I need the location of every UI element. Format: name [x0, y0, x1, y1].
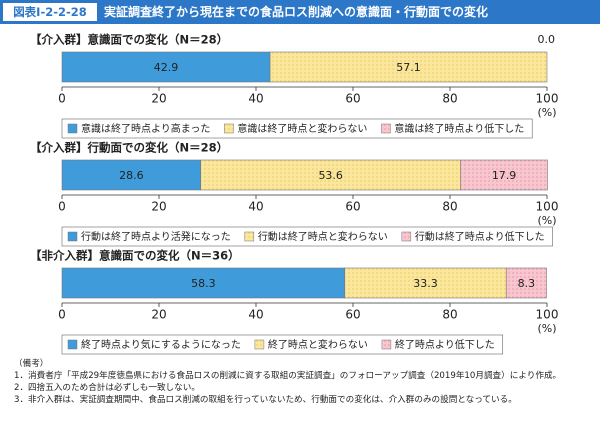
- x-tick-label: 0: [58, 92, 66, 106]
- bar-segment: [460, 159, 548, 191]
- legend: 意識は終了時点より高まった 意識は終了時点と変わらない 意識は終了時点より低下した: [61, 118, 533, 139]
- x-tick-label: 20: [151, 308, 166, 322]
- x-axis-label: (%): [537, 322, 556, 335]
- legend-label: 意識は終了時点より高まった: [81, 122, 210, 135]
- x-tick-label: 20: [151, 92, 166, 106]
- value-label: 58.3: [191, 277, 216, 290]
- x-tick-label: 60: [345, 200, 360, 214]
- x-tick-label: 40: [248, 200, 263, 214]
- legend-box: [61, 226, 553, 247]
- bar-segment: [269, 51, 548, 83]
- x-tick-label: 0: [58, 200, 66, 214]
- bar-segment: [505, 267, 547, 299]
- legend-label: 行動は終了時点より活発になった: [81, 230, 231, 243]
- x-tick-label: 40: [248, 308, 263, 322]
- legend-box: [61, 334, 504, 355]
- notes-label: （備考）: [14, 359, 49, 369]
- header-title: 実証調査終了から現在までの食品ロス削減への意識面・行動面での変化: [104, 4, 488, 19]
- legend-label: 意識は終了時点より低下した: [394, 122, 524, 135]
- chart-subtitle: 【介入群】意識面での変化（N＝28）: [30, 33, 228, 47]
- x-axis-label: (%): [537, 106, 556, 119]
- value-label: 17.9: [492, 169, 517, 182]
- value-label: 33.3: [413, 277, 438, 290]
- bar-segment: [61, 51, 271, 83]
- x-tick-label: 80: [442, 200, 457, 214]
- legend-swatch: [67, 231, 78, 242]
- value-label: 53.6: [318, 169, 343, 182]
- legend-label: 終了時点より気にするようになった: [81, 338, 241, 351]
- x-tick-label: 20: [151, 200, 166, 214]
- chart-subtitle: 【介入群】行動面での変化（N＝28）: [30, 141, 228, 155]
- header-label: 図表Ⅰ-2-2-28: [13, 5, 87, 19]
- legend-label: 行動は終了時点より低下した: [415, 230, 545, 243]
- bar-segment: [61, 267, 346, 299]
- bar-segment: [200, 159, 461, 191]
- legend-label: 意識は終了時点と変わらない: [237, 122, 367, 135]
- x-tick-label: 80: [442, 92, 457, 106]
- legend-swatch: [224, 123, 234, 134]
- x-tick-label: 100: [536, 200, 559, 214]
- legend-swatch: [67, 339, 78, 350]
- notes: （備考） 1．消費者庁「平成29年度徳島県における食品ロスの削減に資する取組の実…: [14, 358, 589, 406]
- x-tick-label: 100: [536, 92, 559, 106]
- x-axis-label: (%): [537, 214, 556, 227]
- legend-swatch: [401, 231, 412, 242]
- x-tick-label: 80: [442, 308, 457, 322]
- legend-swatch: [381, 339, 392, 350]
- legend-box: [61, 118, 533, 139]
- x-tick-label: 0: [58, 308, 66, 322]
- legend: 終了時点より気にするようになった 終了時点と変わらない 終了時点より低下した: [61, 334, 504, 355]
- x-tick-label: 100: [536, 308, 559, 322]
- bar-segment: [61, 159, 202, 191]
- legend-swatch: [381, 123, 391, 134]
- chart: 図表Ⅰ-2-2-28 実証調査終了から現在までの食品ロス削減への意識面・行動面で…: [0, 0, 600, 355]
- legend-swatch: [244, 231, 255, 242]
- legend-swatch: [67, 123, 78, 134]
- legend-label: 終了時点と変わらない: [268, 338, 368, 351]
- x-tick-label: 60: [345, 308, 360, 322]
- value-label: 57.1: [396, 61, 421, 74]
- legend: 行動は終了時点より活発になった 行動は終了時点と変わらない 行動は終了時点より低下し…: [61, 226, 553, 247]
- bar-segment: [344, 267, 507, 299]
- notes-items: 1．消費者庁「平成29年度徳島県における食品ロスの削減に資する取組の実証調査」の…: [14, 370, 589, 406]
- value-label: 28.6: [119, 169, 144, 182]
- header-label-box: [3, 3, 97, 21]
- legend-label: 行動は終了時点と変わらない: [258, 230, 388, 243]
- legend-label: 終了時点より低下した: [395, 338, 495, 351]
- value-label: 42.9: [154, 61, 179, 74]
- note-item: 1．消費者庁「平成29年度徳島県における食品ロスの削減に資する取組の実証調査」の…: [14, 371, 562, 381]
- legend-swatch: [254, 339, 265, 350]
- x-tick-label: 60: [345, 92, 360, 106]
- x-tick-label: 40: [248, 92, 263, 106]
- value-label: 0.0: [538, 33, 556, 46]
- note-item: 2．四捨五入のため合計は必ずしも一致しない。: [14, 383, 200, 393]
- chart-subtitle: 【非介入群】意識面での変化（N＝36）: [30, 249, 240, 263]
- note-item: 3．非介入群は、実証調査期間中、食品ロス削減の取組を行っていないため、行動面での…: [14, 395, 517, 405]
- value-label: 8.3: [518, 277, 536, 290]
- header-bar: [0, 0, 600, 24]
